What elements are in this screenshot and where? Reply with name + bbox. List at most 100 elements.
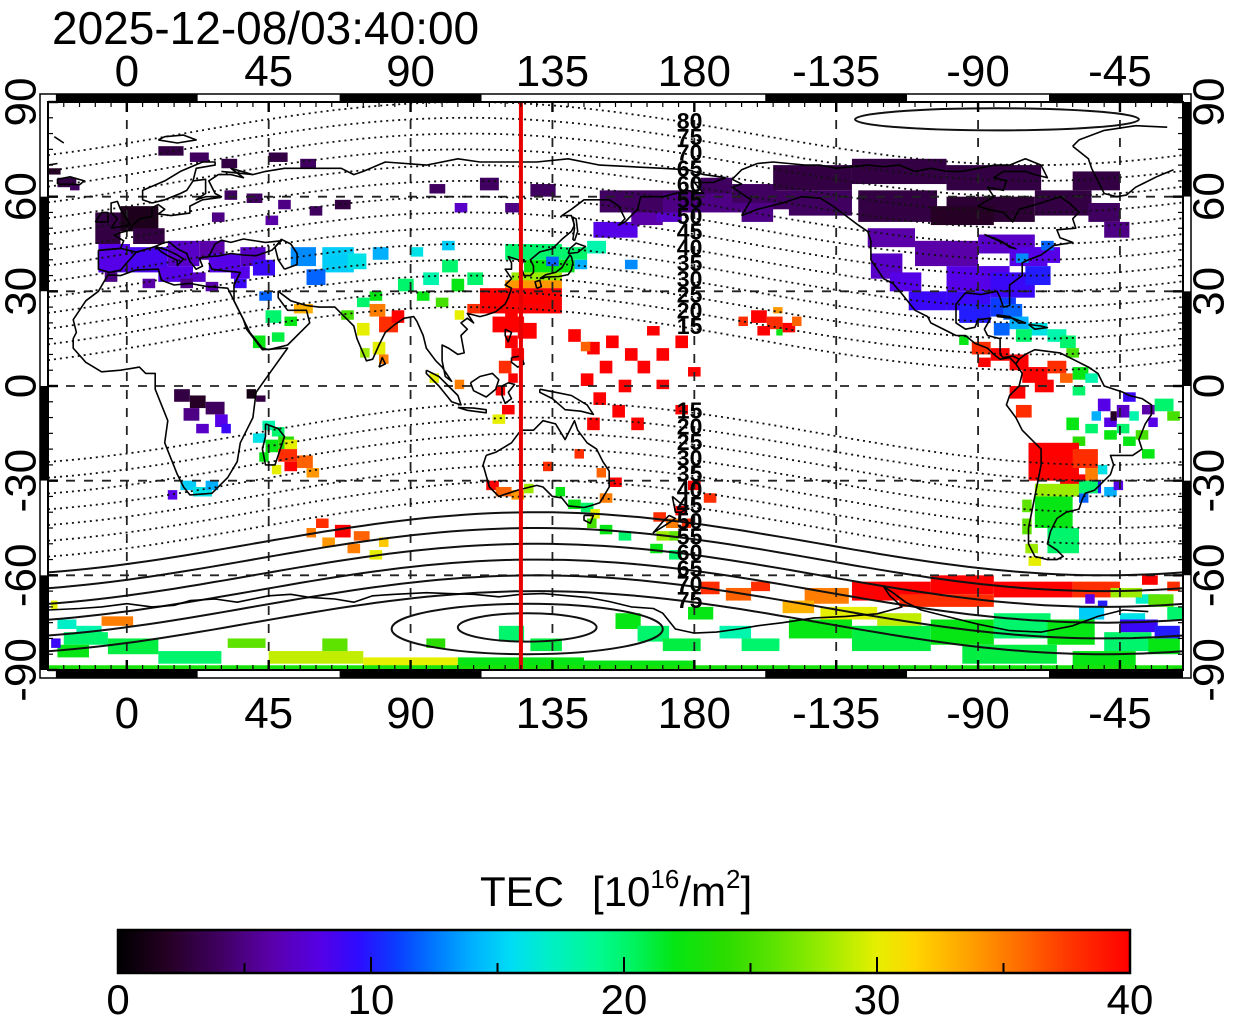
tec-cell (284, 439, 298, 450)
tec-cell (792, 316, 802, 327)
tec-cell (297, 455, 313, 469)
south-cap-contour (390, 602, 664, 656)
tec-cell (788, 190, 852, 216)
tec-cell (665, 518, 679, 528)
coastline (1028, 323, 1049, 330)
frame-segment-bottom (48, 670, 56, 678)
frame-segment-bottom (481, 670, 766, 678)
frame-segment-top (907, 94, 1050, 102)
tec-cell (1072, 581, 1120, 598)
colorbar-tick-label: 20 (601, 976, 648, 1021)
tec-cell (574, 449, 584, 459)
tec-cell (309, 206, 323, 216)
tec-cell (252, 433, 266, 443)
contour-line-south (48, 574, 1183, 640)
coastline (1005, 348, 1153, 561)
tec-cell (1066, 417, 1079, 431)
tec-cell (429, 373, 439, 383)
contour-label: 60 (677, 171, 703, 197)
tec-cell (454, 310, 465, 320)
tec-cell (618, 531, 632, 541)
tec-cell (773, 165, 852, 191)
coastline (425, 369, 462, 406)
tec-cell (656, 379, 670, 390)
tec-cell (1047, 619, 1095, 645)
tec-cell (252, 335, 266, 349)
tec-cell (580, 341, 591, 352)
tec-cell (599, 493, 613, 503)
tec-cell (508, 373, 518, 383)
tec-cell (265, 439, 279, 453)
tec-cell (259, 291, 272, 301)
tec-cell (1085, 594, 1095, 604)
tec-cell (804, 587, 849, 604)
tec-cell (189, 272, 206, 282)
tec-cell (867, 228, 916, 248)
frame-segment-right (1183, 386, 1191, 481)
tec-cell (587, 417, 600, 431)
tec-cell (300, 158, 316, 169)
frame-segment-right (1183, 575, 1191, 670)
contour-line-north (48, 227, 1183, 293)
tec-cell (675, 505, 685, 516)
contour-line-south (48, 479, 1183, 545)
contour-line-north (48, 164, 1183, 230)
contour-line-north (48, 274, 1183, 340)
tec-cell (306, 528, 316, 538)
tec-cell (221, 158, 238, 169)
tec-cell (227, 638, 266, 648)
tec-cell (341, 310, 354, 320)
contour-label: 40 (677, 234, 703, 260)
tec-cell (221, 423, 231, 434)
contour-line-north (48, 195, 1183, 261)
north-cap-contour (854, 107, 1140, 132)
tec-cell (656, 209, 682, 222)
coastline (539, 254, 574, 280)
frame-segment-top (48, 94, 56, 102)
coastline (984, 233, 1017, 250)
left-axis-label: 90 (0, 78, 46, 127)
tec-cell (451, 278, 465, 292)
contour-line-north (48, 132, 1183, 198)
coastline (154, 245, 185, 267)
tec-cell (606, 335, 619, 349)
contour-label: 20 (677, 297, 703, 323)
tec-cell (568, 499, 581, 510)
tec-cell (372, 247, 389, 260)
contour-line-south (48, 416, 1183, 482)
tec-cell (1097, 464, 1108, 475)
tec-cell (1142, 575, 1158, 585)
frame-segment-left (40, 196, 48, 292)
coastline (996, 314, 1027, 324)
tec-cell (1041, 240, 1054, 251)
tec-cell (189, 152, 209, 162)
tec-cell (1113, 480, 1124, 491)
tec-cell (637, 360, 651, 374)
tec-cell (1167, 606, 1183, 620)
frame-segment-top (1049, 94, 1183, 102)
tec-cell (656, 348, 670, 361)
contour-line-south (48, 558, 1183, 624)
tec-cell (256, 395, 266, 402)
tec-cell (593, 392, 607, 405)
contour-line-north (48, 116, 1183, 182)
axis-ticks (47, 100, 1184, 672)
colorbar-title: TEC [1016/m2] (480, 864, 752, 915)
tec-cell (1066, 348, 1079, 358)
contour-label: 70 (677, 140, 703, 166)
coastline (261, 423, 286, 466)
tec-cell (467, 303, 480, 314)
contour-label: 50 (677, 508, 703, 534)
tec-cell (1148, 594, 1174, 607)
tec-cell (732, 184, 777, 203)
contour-label: 65 (677, 555, 703, 581)
tec-cell (700, 177, 733, 194)
tec-cell (593, 221, 638, 238)
top-axis-label: -90 (946, 47, 1010, 96)
colorbar-tick-label: 30 (854, 976, 901, 1021)
tec-cell (142, 278, 156, 289)
right-axis-label: 30 (1185, 267, 1234, 316)
coastline (110, 200, 131, 229)
contour-label: 45 (677, 219, 703, 245)
tec-cell (189, 395, 206, 409)
